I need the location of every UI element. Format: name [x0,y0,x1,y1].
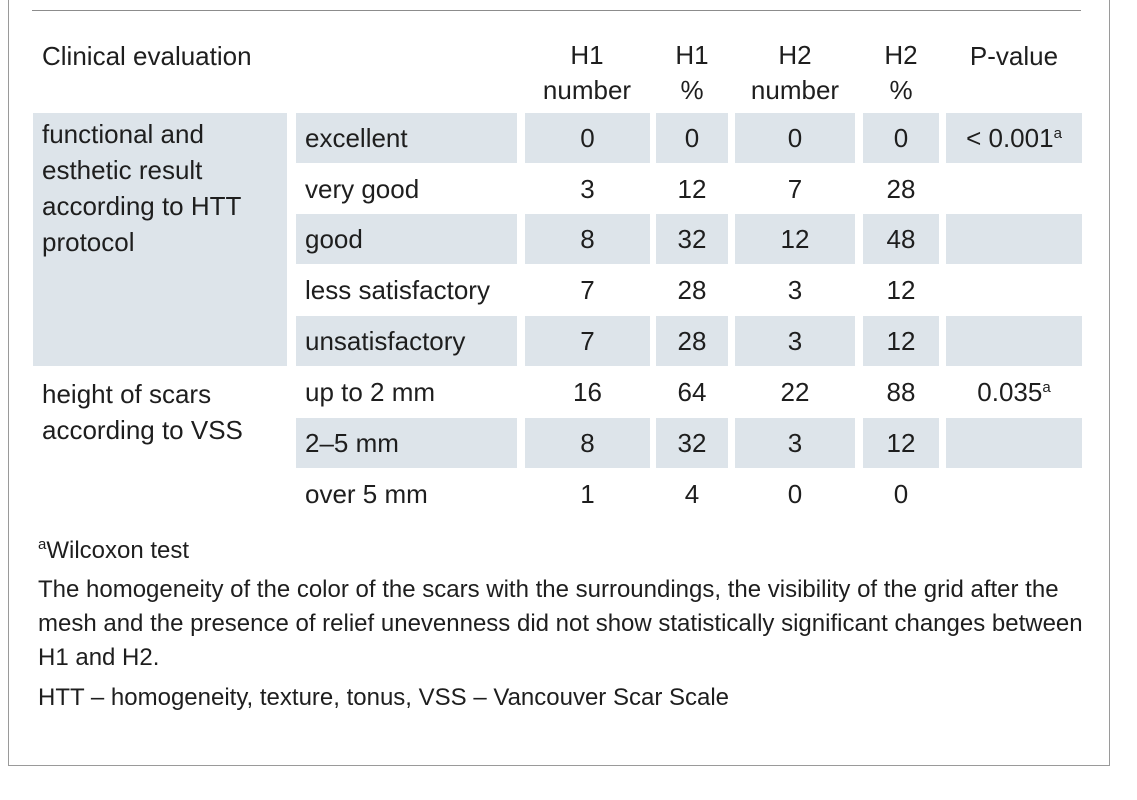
group-label-functional: functional and esthetic result according… [33,113,287,366]
cell-h1-number: 8 [525,214,650,264]
cell-h2-number: 12 [735,214,855,264]
header-h2-percent: H2% [884,40,918,105]
row-label: less satisfactory [305,275,490,305]
row-label: excellent [296,113,517,163]
row-label: very good [305,174,420,204]
footnote-mark: a [38,536,47,553]
cell-h2-percent: 12 [886,275,916,305]
cell-h1-percent: 64 [677,377,707,407]
cell-p-value-empty [946,316,1082,366]
cell-p-value-empty [946,214,1082,264]
row-label: up to 2 mm [305,377,436,407]
cell-h2-percent: 88 [886,377,916,407]
table-notes: aWilcoxon test The homogeneity of the co… [38,534,1088,715]
header-p-value: P-value [969,41,1059,71]
cell-p-value: < 0.001a [946,113,1082,163]
cell-h1-percent: 32 [656,214,728,264]
cell-h2-percent: 12 [863,316,939,366]
cell-h1-number: 7 [525,316,650,366]
cell-h1-percent: 32 [656,418,728,468]
abbreviations: HTT – homogeneity, texture, tonus, VSS –… [38,684,730,711]
cell-h2-number: 7 [787,174,803,204]
notes-paragraph: The homogeneity of the color of the scar… [38,576,1083,671]
cell-h1-percent: 28 [656,316,728,366]
row-label: good [296,214,517,264]
cell-p-value-empty [946,418,1082,468]
cell-h2-number: 0 [787,479,803,509]
footnote-text: Wilcoxon test [46,537,190,564]
cell-h1-percent: 28 [677,275,707,305]
header-h1-number: H1 number [542,40,632,105]
cell-h2-percent: 0 [863,113,939,163]
header-clinical-evaluation: Clinical evaluation [42,41,252,71]
cell-h1-number: 3 [580,174,595,204]
row-label: over 5 mm [305,479,428,509]
cell-h2-percent: 0 [893,479,909,509]
row-label: unsatisfactory [296,316,517,366]
row-label: 2–5 mm [296,418,517,468]
footnote: aWilcoxon test [38,534,1088,568]
cell-h1-number: 16 [573,377,602,407]
cell-h1-percent: 0 [656,113,728,163]
cell-h2-percent: 48 [863,214,939,264]
group-label-height: height of scars according to VSS [42,379,243,445]
cell-h1-number: 0 [525,113,650,163]
top-rule [32,10,1081,11]
cell-h2-number: 3 [787,275,803,305]
cell-h1-number: 8 [525,418,650,468]
cell-h1-percent: 4 [684,479,700,509]
cell-h2-number: 22 [780,377,810,407]
cell-h1-number: 1 [580,479,595,509]
cell-h2-percent: 12 [863,418,939,468]
header-h2-number: H2 number [750,40,840,105]
header-h1-percent: H1% [675,40,709,105]
cell-h1-percent: 12 [677,174,707,204]
cell-h2-percent: 28 [886,174,916,204]
cell-h2-number: 0 [735,113,855,163]
cell-h1-number: 7 [580,275,595,305]
cell-p-value: 0.035a [977,377,1051,407]
cell-h2-number: 3 [735,418,855,468]
table-frame [8,0,1110,766]
cell-h2-number: 3 [735,316,855,366]
